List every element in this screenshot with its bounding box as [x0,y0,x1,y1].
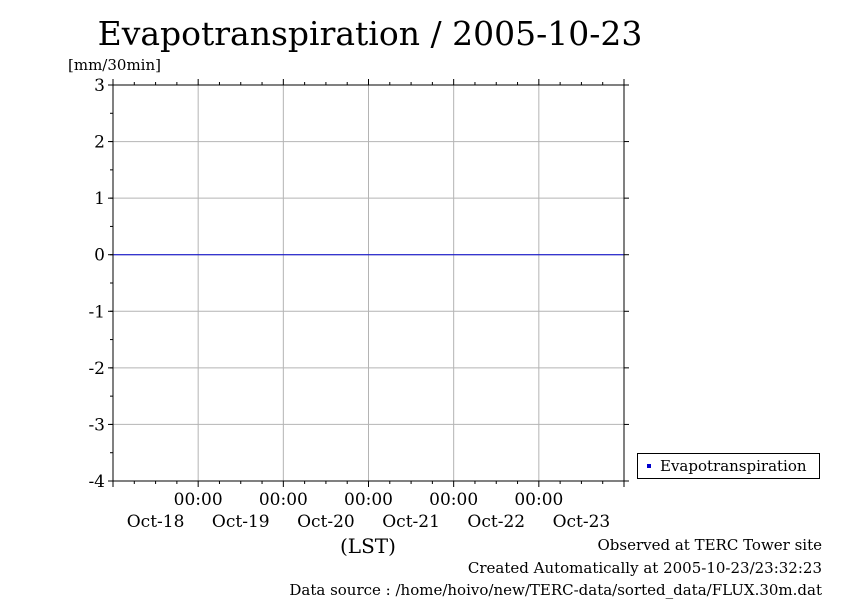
x-time-label: 00:00 [514,490,563,510]
x-date-label: Oct-22 [467,512,525,532]
x-axis-label: (LST) [340,534,396,558]
x-time-label: 00:00 [429,490,478,510]
chart-title: Evapotranspiration / 2005-10-23 [97,14,643,53]
legend-swatch [647,464,651,468]
x-date-label: Oct-23 [553,512,611,532]
x-time-label: 00:00 [174,490,223,510]
legend-label: Evapotranspiration [660,457,807,475]
footer-observed: Observed at TERC Tower site [597,536,822,554]
x-date-label: Oct-20 [297,512,355,532]
grid-lines [113,85,624,481]
y-tick-label: 2 [94,133,105,153]
x-date-label: Oct-18 [127,512,185,532]
y-tick-label: -3 [88,415,105,435]
x-date-label: Oct-21 [382,512,440,532]
y-tick-label: -1 [88,302,105,322]
y-tick-label: -2 [88,359,105,379]
footer-created: Created Automatically at 2005-10-23/23:3… [467,559,822,577]
x-time-label: 00:00 [344,490,393,510]
y-axis-unit-label: [mm/30min] [68,56,161,74]
x-time-label: 00:00 [259,490,308,510]
y-tick-label: 0 [94,246,105,266]
y-tick-label: 3 [94,76,105,96]
x-date-label: Oct-19 [212,512,270,532]
legend: Evapotranspiration [637,453,820,479]
y-tick-label: 1 [94,189,105,209]
y-tick-label: -4 [88,472,105,492]
footer-source: Data source : /home/hoivo/new/TERC-data/… [289,581,822,599]
